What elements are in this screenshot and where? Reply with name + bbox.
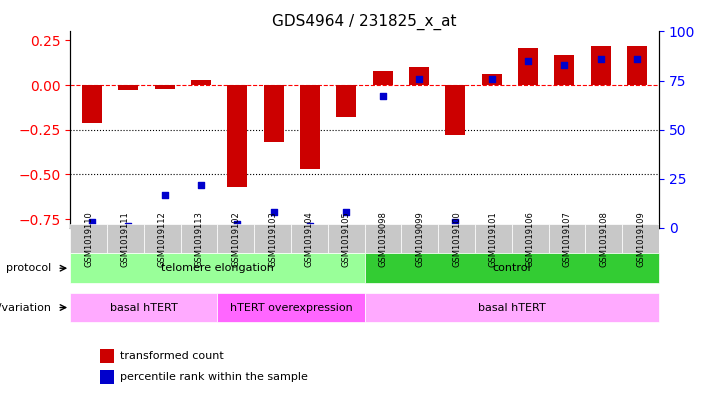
Point [86,219,97,225]
Text: GSM1019113: GSM1019113 [194,211,203,267]
Point [159,191,170,198]
Text: GSM1019111: GSM1019111 [121,211,130,266]
Title: GDS4964 / 231825_x_at: GDS4964 / 231825_x_at [272,14,457,30]
Text: GSM1019103: GSM1019103 [268,211,277,267]
Point [304,223,315,229]
Bar [585,224,622,253]
Bar [438,224,475,253]
Bar [217,224,254,253]
Bar [181,224,217,253]
Text: control: control [492,263,531,273]
Text: GSM1019098: GSM1019098 [379,211,388,267]
Bar [264,85,284,142]
Point [414,75,425,82]
Bar [144,224,181,253]
Point [196,182,207,188]
Bar [365,224,401,253]
Text: GSM1019105: GSM1019105 [341,211,350,266]
Bar [82,85,102,123]
Text: telomere elongation: telomere elongation [161,263,274,273]
Bar [100,349,114,363]
Bar [70,224,107,253]
Text: GSM1019101: GSM1019101 [489,211,498,266]
Point [268,209,279,215]
Bar [100,370,114,384]
Bar [155,85,175,88]
Bar [518,48,538,85]
Text: basal hTERT: basal hTERT [478,303,545,312]
FancyBboxPatch shape [365,253,659,283]
Bar [401,224,438,253]
Text: GSM1019102: GSM1019102 [231,211,240,266]
Text: protocol: protocol [6,263,52,273]
Text: GSM1019106: GSM1019106 [526,211,535,267]
Bar [336,85,356,117]
Text: GSM1019104: GSM1019104 [305,211,314,266]
Bar [227,85,247,187]
Text: GSM1019112: GSM1019112 [158,211,167,266]
Text: transformed count: transformed count [120,351,224,361]
Text: GSM1019109: GSM1019109 [636,211,645,266]
Bar [118,85,138,90]
Bar [300,85,320,169]
Text: GSM1019107: GSM1019107 [562,211,571,267]
FancyBboxPatch shape [365,293,659,322]
FancyBboxPatch shape [217,293,365,322]
Text: genotype/variation: genotype/variation [0,303,52,312]
Bar [627,46,647,85]
Point [559,62,570,68]
Text: GSM1019110: GSM1019110 [84,211,93,266]
Point [232,221,243,227]
Bar [409,67,429,85]
Point [595,56,606,62]
Point [341,209,352,215]
Bar [475,224,512,253]
Bar [445,85,465,135]
Point [377,93,388,99]
FancyBboxPatch shape [70,253,365,283]
Bar [254,224,291,253]
Bar [512,224,548,253]
Text: basal hTERT: basal hTERT [110,303,177,312]
Text: GSM1019099: GSM1019099 [415,211,424,266]
Bar [548,224,585,253]
Bar [591,46,611,85]
Bar [191,80,211,85]
Bar [107,224,144,253]
Point [522,58,533,64]
Text: GSM1019100: GSM1019100 [452,211,461,266]
Point [486,75,497,82]
FancyBboxPatch shape [70,293,217,322]
Bar [622,224,659,253]
Point [450,219,461,225]
Bar [373,71,393,85]
Bar [327,224,365,253]
Text: percentile rank within the sample: percentile rank within the sample [120,372,308,382]
Text: GSM1019108: GSM1019108 [599,211,608,267]
Bar [554,55,574,85]
Point [123,223,134,229]
Bar [291,224,327,253]
Bar [482,74,502,85]
Text: hTERT overexpression: hTERT overexpression [229,303,353,312]
Point [632,56,643,62]
